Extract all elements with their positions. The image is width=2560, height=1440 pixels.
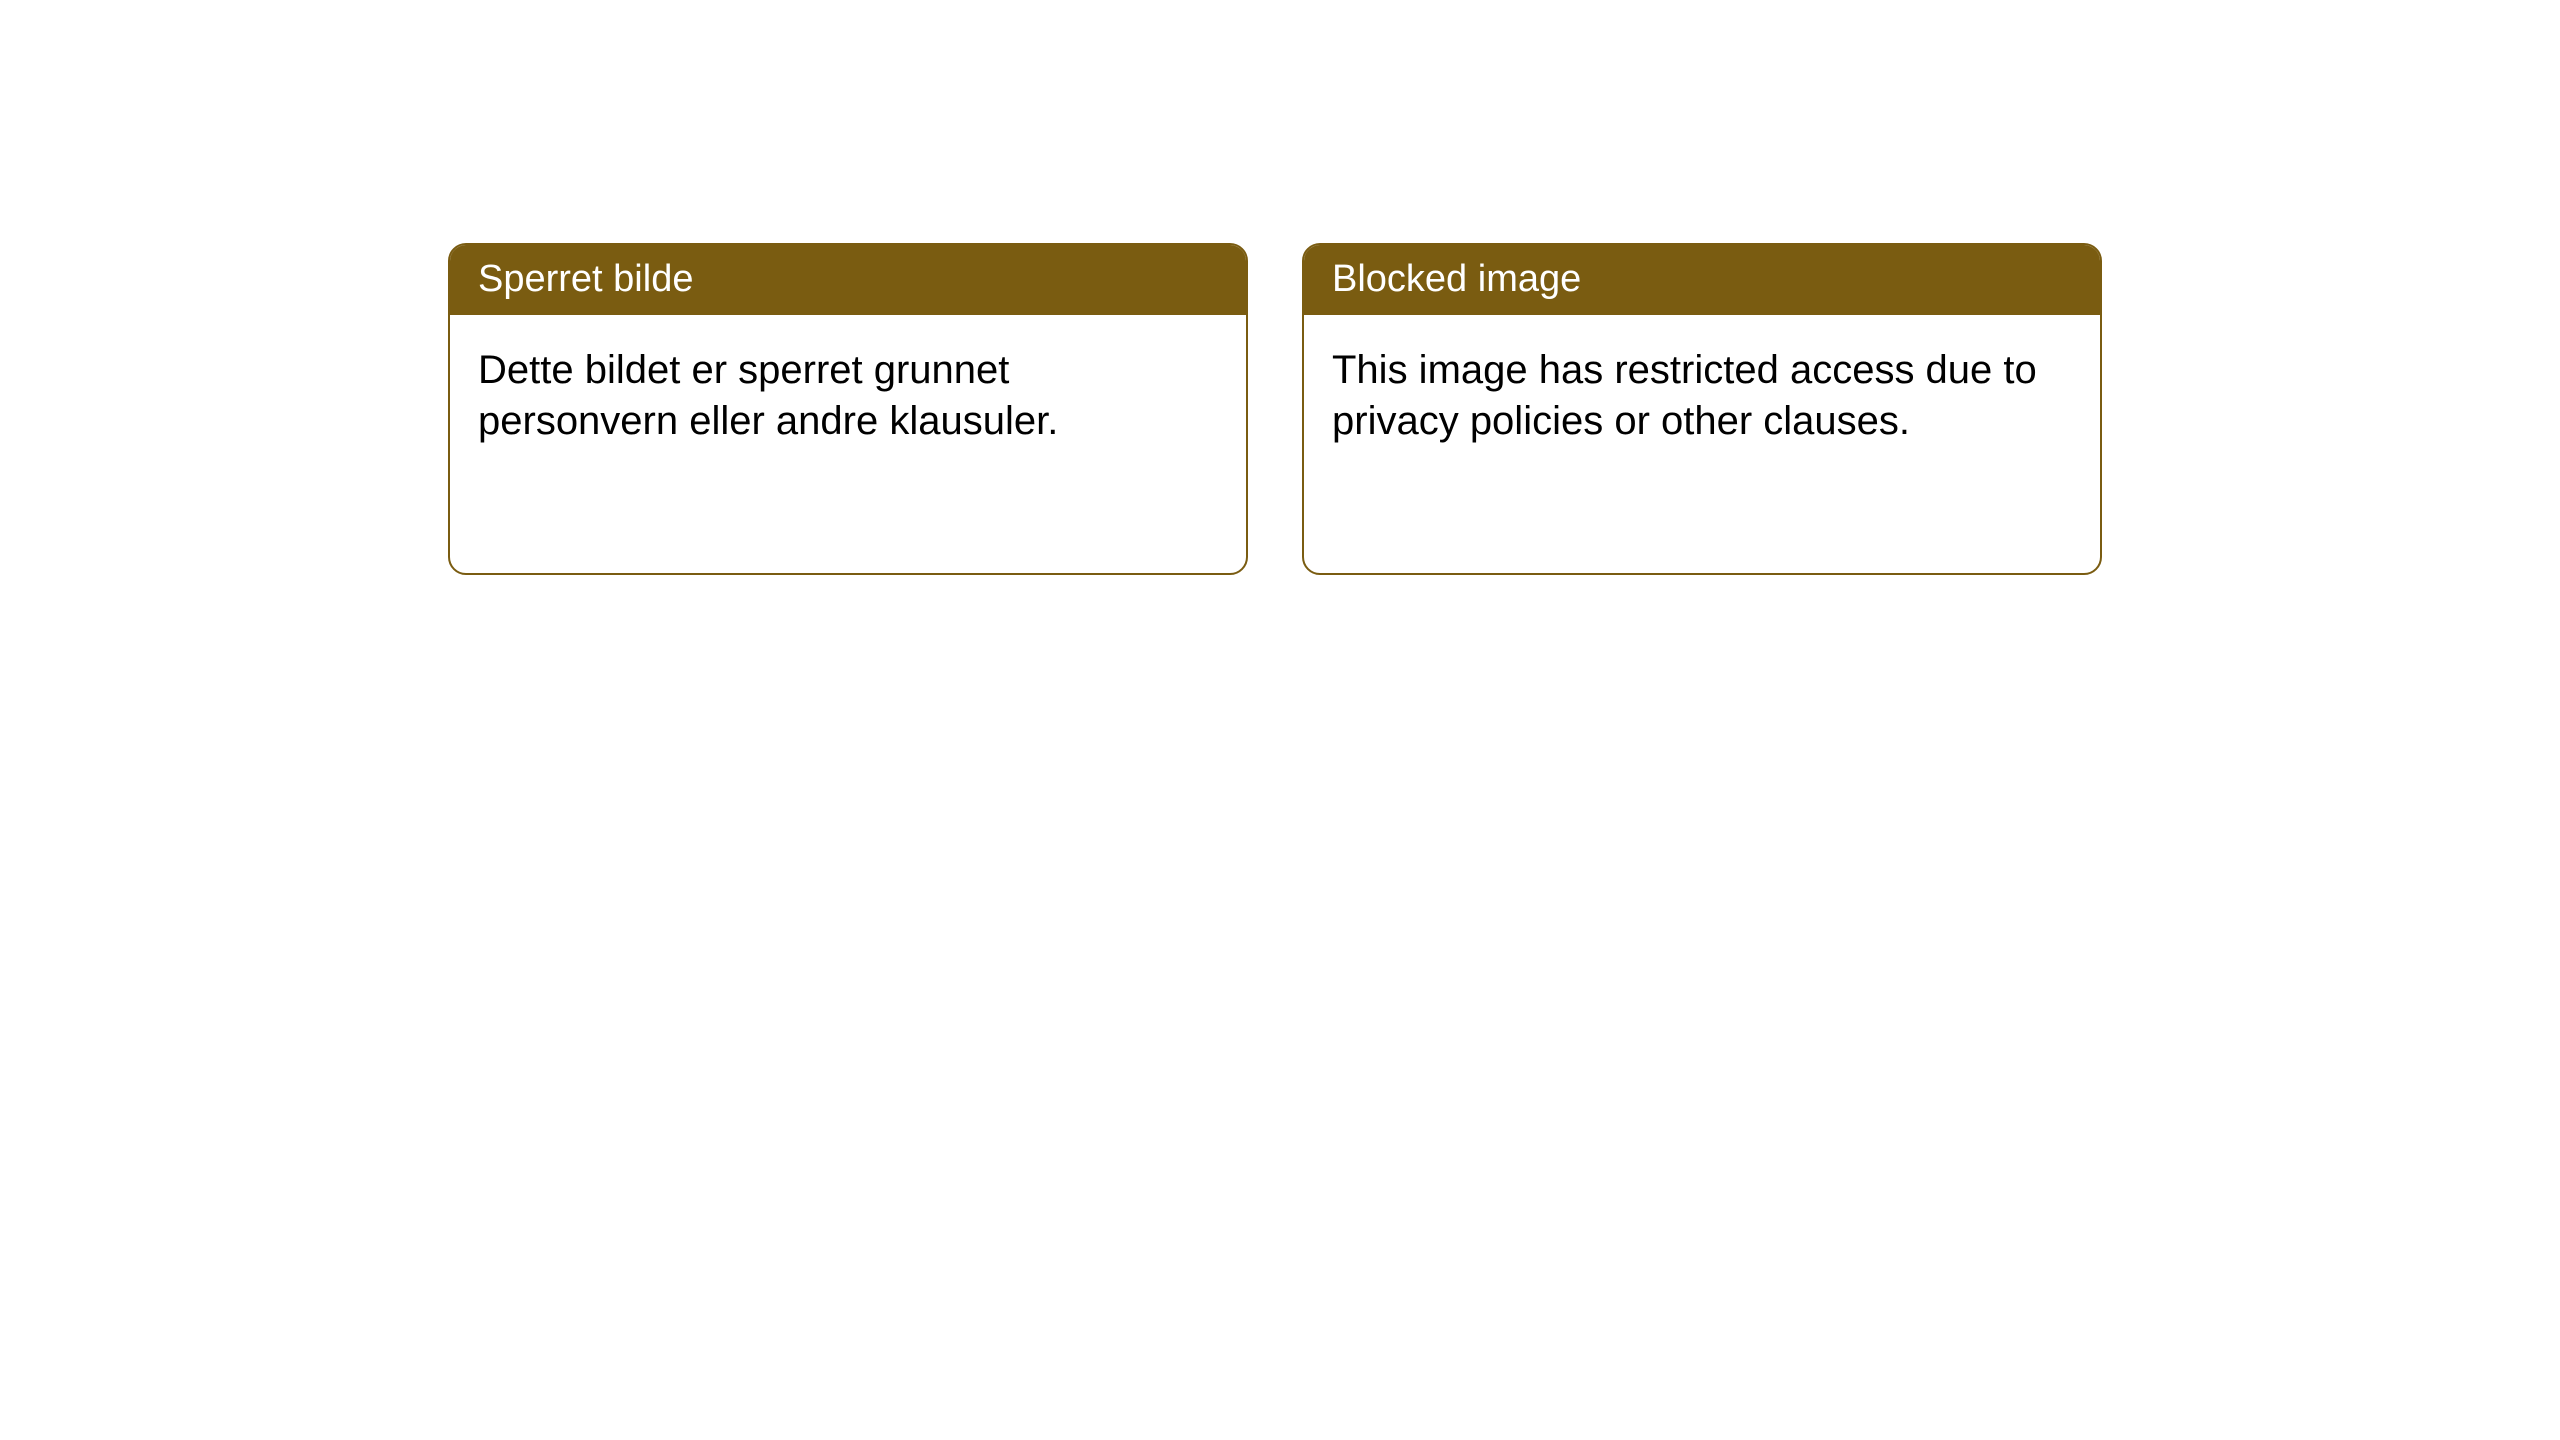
notice-card-norwegian: Sperret bilde Dette bildet er sperret gr… (448, 243, 1248, 575)
notice-title-english: Blocked image (1332, 258, 1581, 300)
notice-header-norwegian: Sperret bilde (450, 245, 1246, 315)
notice-title-norwegian: Sperret bilde (478, 258, 693, 300)
notice-body-english: This image has restricted access due to … (1304, 315, 2100, 573)
notice-message-norwegian: Dette bildet er sperret grunnet personve… (478, 348, 1058, 443)
notice-header-english: Blocked image (1304, 245, 2100, 315)
notice-container: Sperret bilde Dette bildet er sperret gr… (448, 243, 2102, 575)
notice-body-norwegian: Dette bildet er sperret grunnet personve… (450, 315, 1246, 573)
notice-message-english: This image has restricted access due to … (1332, 348, 2037, 443)
notice-card-english: Blocked image This image has restricted … (1302, 243, 2102, 575)
